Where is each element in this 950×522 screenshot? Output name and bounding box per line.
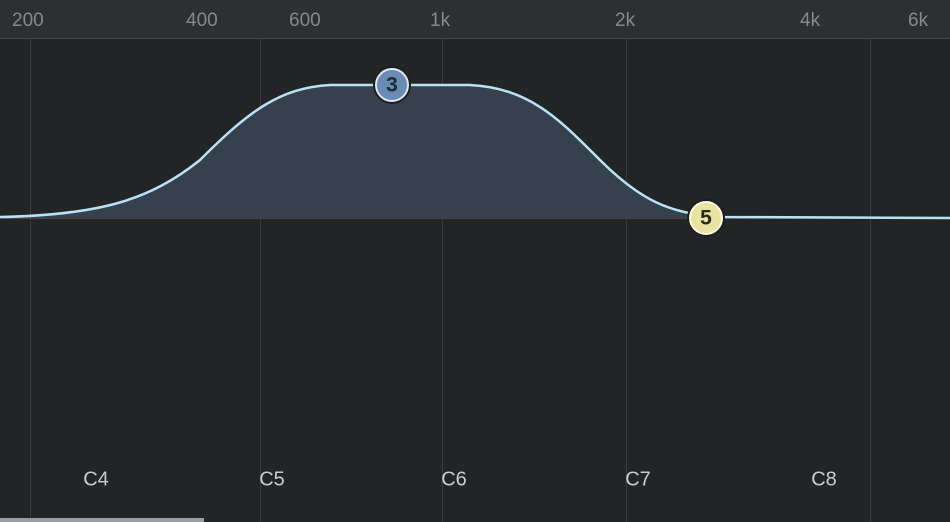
frequency-label: 400 [186, 10, 218, 31]
frequency-ruler [0, 0, 950, 38]
curve-area [0, 85, 950, 218]
node-label: 5 [700, 207, 712, 230]
eq-curve [0, 83, 950, 220]
labels: 200 400 600 1k 2k 4k 6k C4 C5 C6 C7 C8 [12, 10, 929, 490]
note-label: C5 [259, 468, 285, 490]
note-label: C8 [811, 468, 837, 490]
node-body [689, 201, 723, 235]
frequency-label: 6k [908, 10, 929, 31]
note-label: C6 [441, 468, 467, 490]
node-body [375, 68, 409, 102]
frequency-label: 2k [615, 10, 636, 31]
band-node[interactable]: 5 [687, 199, 725, 237]
frequency-label: 200 [12, 10, 44, 31]
frequency-label: 4k [800, 10, 821, 31]
frequency-label: 600 [289, 10, 321, 31]
scrollbar[interactable] [0, 518, 204, 522]
note-label: C7 [625, 468, 651, 490]
node-label: 3 [386, 74, 398, 97]
frequency-label: 1k [430, 10, 451, 31]
band-node[interactable]: 3 [373, 66, 411, 104]
note-label: C4 [83, 468, 109, 490]
